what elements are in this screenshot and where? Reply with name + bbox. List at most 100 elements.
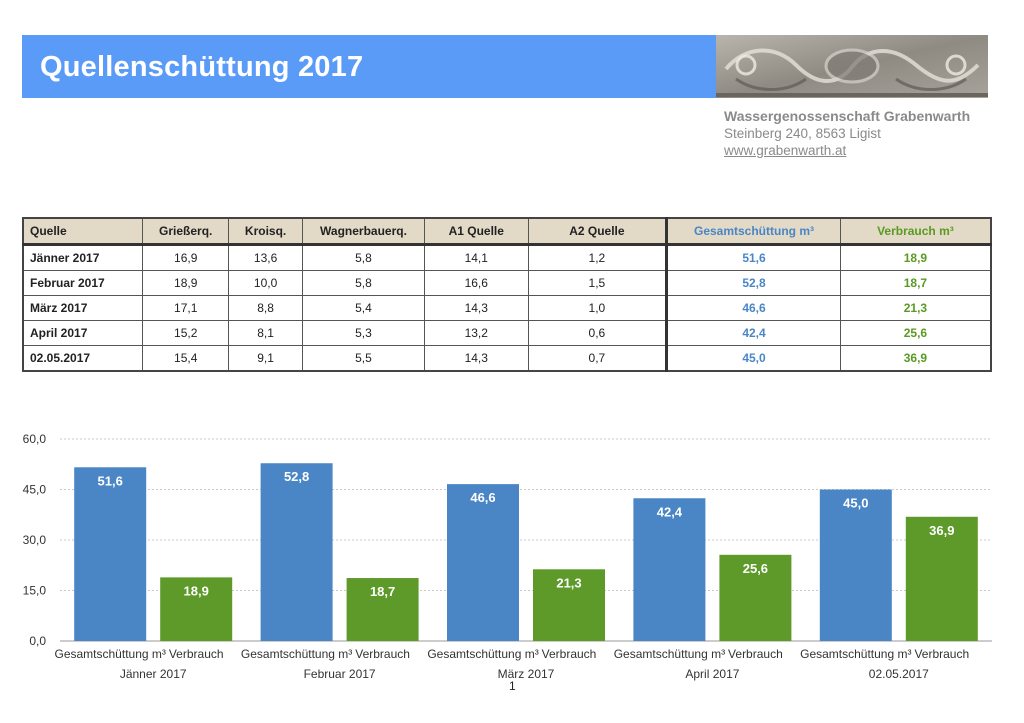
table-cell: 52,8 [665, 270, 841, 296]
table-cell: 8,8 [228, 295, 304, 321]
y-tick-label: 30,0 [23, 533, 47, 547]
column-header: Kroisq. [228, 217, 304, 245]
table-row: Februar 2017 18,9 10,0 5,8 16,6 1,5 52,8… [22, 270, 992, 296]
table-cell: 18,9 [142, 270, 230, 296]
series-label: Gesamtschüttung m³ [800, 647, 911, 661]
table-cell: 16,6 [423, 270, 529, 296]
series-label: Verbrauch [914, 647, 969, 661]
table-cell: 0,7 [527, 345, 668, 372]
series-label: Gesamtschüttung m³ [614, 647, 725, 661]
table-cell: 18,9 [839, 244, 992, 271]
table-cell: 1,0 [527, 295, 668, 321]
table-cell: 18,7 [839, 270, 992, 296]
column-header-usage: Verbrauch m³ [839, 217, 992, 245]
table-cell: Jänner 2017 [22, 244, 144, 271]
series-label: Verbrauch [728, 647, 783, 661]
table-cell: 5,8 [302, 244, 425, 271]
category-label: Jänner 2017 [120, 667, 187, 681]
y-tick-label: 45,0 [23, 483, 47, 497]
organization-website-link[interactable]: www.grabenwarth.at [724, 143, 847, 158]
category-label: 02.05.2017 [869, 667, 929, 681]
y-tick-label: 0,0 [29, 634, 46, 648]
table-cell: 51,6 [665, 244, 841, 271]
table-cell: 15,2 [142, 320, 230, 346]
table-row: Jänner 2017 16,9 13,6 5,8 14,1 1,2 51,6 … [22, 244, 992, 271]
table-cell: 8,1 [228, 320, 304, 346]
table-cell: 46,6 [665, 295, 841, 321]
table-cell: 5,8 [302, 270, 425, 296]
series-label: Gesamtschüttung m³ [241, 647, 352, 661]
organization-address: Steinberg 240, 8563 Ligist [724, 126, 881, 141]
table-cell: 5,4 [302, 295, 425, 321]
table-cell: 9,1 [228, 345, 304, 372]
page-title: Quellenschüttung 2017 [40, 51, 364, 83]
table-cell: 13,6 [228, 244, 304, 271]
data-label: 18,7 [370, 584, 395, 599]
bar-total [633, 498, 706, 641]
bar-usage [719, 554, 792, 641]
column-header: Quelle [22, 217, 144, 245]
table-cell: 1,5 [527, 270, 668, 296]
table-row: April 2017 15,2 8,1 5,3 13,2 0,6 42,4 25… [22, 320, 992, 346]
table-header-row: Quelle Grießerq. Kroisq. Wagnerbauerq. A… [22, 217, 992, 245]
data-label: 25,6 [743, 561, 768, 576]
table-cell: 36,9 [839, 345, 992, 372]
series-label: Gesamtschüttung m³ [427, 647, 538, 661]
bar-usage [905, 516, 978, 641]
spring-flow-table: Quelle Grießerq. Kroisq. Wagnerbauerq. A… [22, 217, 992, 372]
table-cell: 14,3 [423, 295, 529, 321]
category-label: April 2017 [685, 667, 739, 681]
table-cell: April 2017 [22, 320, 144, 346]
column-header: A1 Quelle [423, 217, 529, 245]
table-cell: 0,6 [527, 320, 668, 346]
page-number: 1 [509, 679, 516, 693]
column-header: A2 Quelle [527, 217, 668, 245]
table-cell: 5,5 [302, 345, 425, 372]
organization-info: Wassergenossenschaft Grabenwarth Steinbe… [724, 108, 970, 159]
bar-total [819, 489, 892, 641]
y-tick-label: 15,0 [23, 584, 47, 598]
table-cell: 21,3 [839, 295, 992, 321]
title-banner: Quellenschüttung 2017 [22, 35, 716, 98]
table-cell: 25,6 [839, 320, 992, 346]
data-label: 46,6 [470, 490, 495, 505]
table-cell: 14,1 [423, 244, 529, 271]
table-cell: 13,2 [423, 320, 529, 346]
series-label: Gesamtschüttung m³ [55, 647, 166, 661]
column-header: Wagnerbauerq. [302, 217, 425, 245]
table-cell: 45,0 [665, 345, 841, 372]
series-label: Verbrauch [355, 647, 410, 661]
table-cell: 14,3 [423, 345, 529, 372]
series-label: Verbrauch [542, 647, 597, 661]
bar-total [447, 484, 519, 641]
data-label: 18,9 [184, 583, 209, 598]
bar-usage [346, 578, 419, 641]
bar-usage [533, 569, 605, 641]
table-cell: Februar 2017 [22, 270, 144, 296]
bar-usage [160, 577, 233, 641]
y-tick-label: 60,0 [23, 432, 47, 446]
table-cell: 16,9 [142, 244, 230, 271]
data-label: 42,4 [657, 504, 683, 519]
category-label: Februar 2017 [304, 667, 376, 681]
data-label: 52,8 [284, 469, 309, 484]
table-row: 02.05.2017 15,4 9,1 5,5 14,3 0,7 45,0 36… [22, 345, 992, 372]
table-cell: 42,4 [665, 320, 841, 346]
table-cell: 15,4 [142, 345, 230, 372]
column-header: Grießerq. [142, 217, 230, 245]
column-header-total: Gesamtschüttung m³ [665, 217, 841, 245]
data-label: 36,9 [929, 523, 954, 538]
table-cell: 10,0 [228, 270, 304, 296]
table-cell: 17,1 [142, 295, 230, 321]
series-label: Verbrauch [169, 647, 224, 661]
table-cell: März 2017 [22, 295, 144, 321]
bar-total [74, 467, 147, 641]
organization-name: Wassergenossenschaft Grabenwarth [724, 108, 971, 124]
ornament-logo-image [716, 35, 988, 98]
table-cell: 5,3 [302, 320, 425, 346]
table-cell: 1,2 [527, 244, 668, 271]
data-label: 51,6 [98, 473, 123, 488]
flow-usage-bar-chart: 0,0 15,0 30,0 45,0 60,0 51,6 Gesamtschüttung m… [23, 432, 992, 681]
data-label: 45,0 [843, 496, 868, 511]
table-cell: 02.05.2017 [22, 345, 144, 372]
